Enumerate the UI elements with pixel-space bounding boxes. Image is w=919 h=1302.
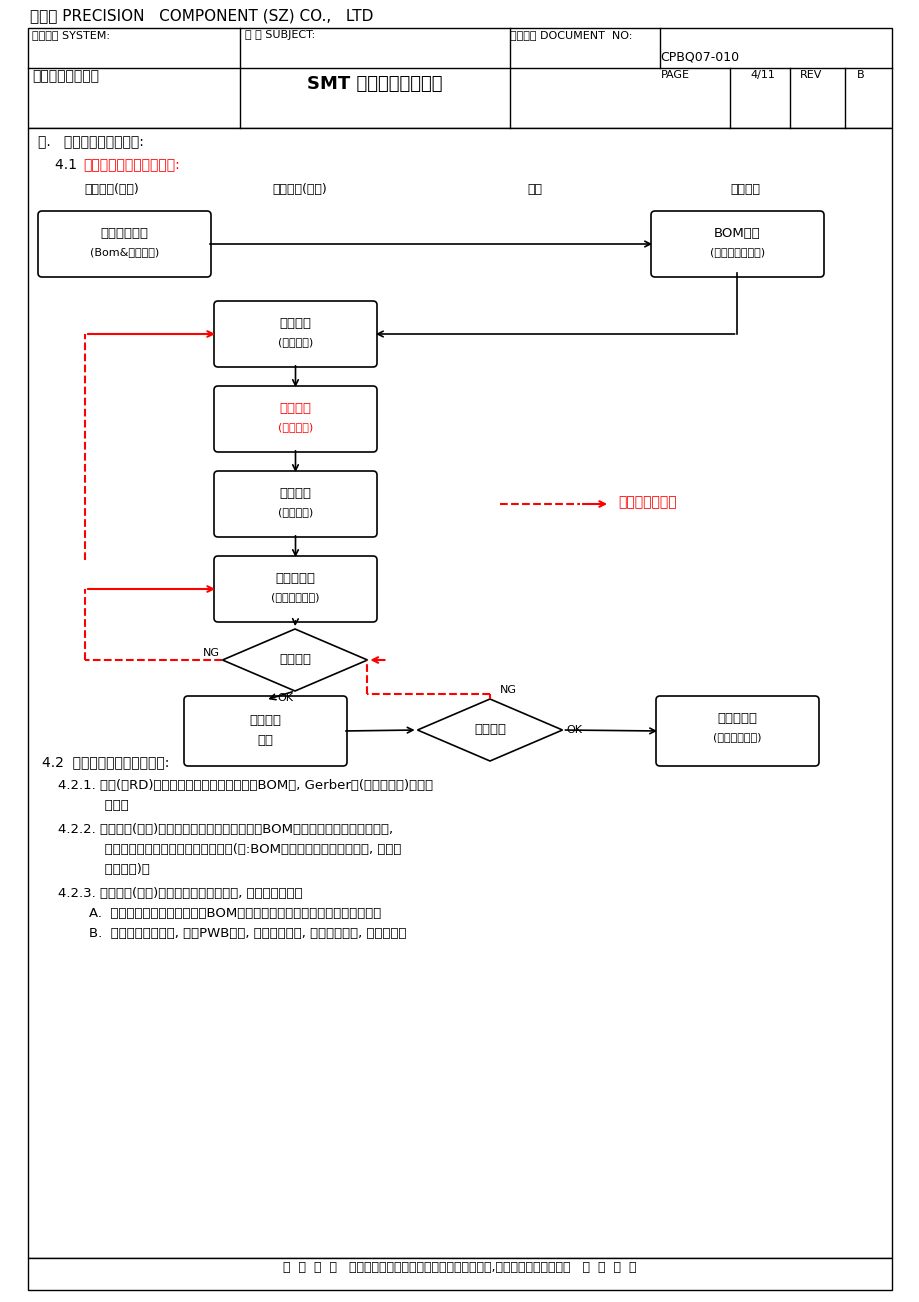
- Text: (程式同步發行): (程式同步發行): [271, 592, 320, 602]
- FancyBboxPatch shape: [184, 697, 346, 766]
- Polygon shape: [417, 699, 562, 760]
- Text: 工程。: 工程。: [58, 799, 129, 812]
- Bar: [35, 178, 884, 740]
- Text: 資料中心: 資料中心: [729, 184, 759, 197]
- Text: A.  從廠內資料中心下載廠內之BOM表及程式座標檔進行程式製作前之準備。: A. 從廠內資料中心下載廠內之BOM表及程式座標檔進行程式製作前之準備。: [72, 907, 380, 921]
- Text: B.  確認生產產線配置, 根據PWB資料, 貼裝元件資料, 標準座標資料, 在特定品牌: B. 確認生產產線配置, 根據PWB資料, 貼裝元件資料, 標準座標資料, 在特…: [72, 927, 406, 940]
- Text: 4.2.2. 電子工程(开发)取得資料後將其轉換為廠內之BOM表及程式座標檔並進行發行,: 4.2.2. 電子工程(开发)取得資料後將其轉換為廠內之BOM表及程式座標檔並進…: [58, 823, 392, 836]
- Text: (座標檔同步發行): (座標檔同步發行): [709, 247, 765, 256]
- FancyBboxPatch shape: [214, 385, 377, 452]
- Text: (Bom&程式座標): (Bom&程式座標): [90, 247, 159, 256]
- Text: OK: OK: [277, 693, 292, 703]
- Text: 4.2  程式製作及釋放作業內容:: 4.2 程式製作及釋放作業內容:: [42, 755, 169, 769]
- Text: (軌道調整): (軌道調整): [278, 422, 312, 432]
- Text: 程式製作: 程式製作: [279, 316, 312, 329]
- Text: BOM發行: BOM發行: [713, 227, 760, 240]
- Text: 程式核對: 程式核對: [249, 713, 281, 727]
- Text: 4.2.3. 電子工程(工艺)依據需求進行程式製作, 以備生產使用。: 4.2.3. 電子工程(工艺)依據需求進行程式製作, 以備生產使用。: [58, 887, 302, 900]
- Text: 程式下載: 程式下載: [279, 487, 312, 500]
- Text: 系统名称 SYSTEM:: 系统名称 SYSTEM:: [32, 30, 110, 40]
- Bar: [28, 128, 891, 1258]
- Text: (命名修正): (命名修正): [278, 506, 312, 517]
- Text: 以做為後續程式製作及核對之依據。(注:BOM表及程式座標檔同步發行, 備份於: 以做為後續程式製作及核對之依據。(注:BOM表及程式座標檔同步發行, 備份於: [58, 842, 401, 855]
- FancyBboxPatch shape: [214, 556, 377, 622]
- Text: 資料中心)。: 資料中心)。: [58, 863, 150, 876]
- FancyBboxPatch shape: [655, 697, 818, 766]
- FancyBboxPatch shape: [651, 211, 823, 277]
- Text: 文件编號 DOCUMENT  NO:: 文件编號 DOCUMENT NO:: [509, 30, 631, 40]
- Text: 四.   程式製作及釋放作業:: 四. 程式製作及釋放作業:: [38, 135, 143, 148]
- FancyBboxPatch shape: [214, 471, 377, 536]
- Text: 程式製作及釋放作業流程:: 程式製作及釋放作業流程:: [83, 158, 179, 172]
- Text: 品管: 品管: [527, 184, 542, 197]
- Text: REV: REV: [800, 70, 822, 79]
- Text: OK: OK: [566, 725, 582, 736]
- Polygon shape: [222, 629, 367, 691]
- Text: 實機確認: 實機確認: [279, 402, 312, 415]
- Text: PAGE: PAGE: [660, 70, 689, 79]
- Text: SMT 貼裝程式管理辦法: SMT 貼裝程式管理辦法: [307, 76, 442, 92]
- Text: NG: NG: [499, 685, 516, 695]
- Text: 電子工程(工艺): 電子工程(工艺): [272, 184, 327, 197]
- Bar: [28, 1258, 891, 1290]
- Text: 程式核對: 程式核對: [473, 723, 505, 736]
- Text: 電子工程(开发): 電子工程(开发): [85, 184, 139, 197]
- Text: (程式同步發行): (程式同步發行): [712, 732, 761, 742]
- Text: 上料表製作: 上料表製作: [275, 572, 315, 585]
- Text: 程式核對: 程式核對: [278, 654, 311, 667]
- FancyBboxPatch shape: [38, 211, 210, 277]
- Text: ＊  ＊  ＊  ＊   本文件之著作權及營業秘密屬于今网通公司,非經公司允許不得翻印   ＊  ＊  ＊  ＊: ＊ ＊ ＊ ＊ 本文件之著作權及營業秘密屬于今网通公司,非經公司允許不得翻印 ＊…: [283, 1262, 636, 1273]
- Text: 工程資料釋放: 工程資料釋放: [100, 227, 148, 240]
- Text: 4.2.1. 客戶(或RD)需於新產品導入或變更時釋放BOM表, Gerber檔(程式座標檔)於電子: 4.2.1. 客戶(或RD)需於新產品導入或變更時釋放BOM表, Gerber檔…: [58, 779, 433, 792]
- Text: 異常之處置流程: 異常之處置流程: [618, 495, 675, 509]
- Text: NG: NG: [202, 648, 220, 658]
- Text: 金网通 PRECISION   COMPONENT (SZ) CO.,   LTD: 金网通 PRECISION COMPONENT (SZ) CO., LTD: [30, 8, 373, 23]
- Text: B: B: [857, 70, 864, 79]
- Text: 4.1: 4.1: [55, 158, 85, 172]
- Text: 申請: 申請: [257, 734, 273, 747]
- FancyBboxPatch shape: [214, 301, 377, 367]
- Text: 上料表發行: 上料表發行: [717, 712, 756, 725]
- Bar: [28, 29, 891, 128]
- Text: CPBQ07-010: CPBQ07-010: [660, 49, 739, 62]
- Text: 製程品管作業系統: 製程品管作業系統: [32, 69, 99, 83]
- Text: 主 题 SUBJECT:: 主 题 SUBJECT:: [244, 30, 315, 40]
- Text: 4/11: 4/11: [749, 70, 774, 79]
- Text: (線外作業): (線外作業): [278, 337, 312, 348]
